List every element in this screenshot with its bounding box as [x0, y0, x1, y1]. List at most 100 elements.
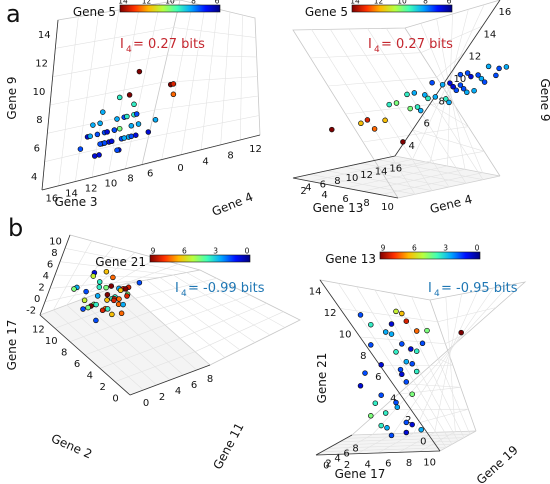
data-point: [378, 362, 384, 368]
data-point: [419, 340, 426, 347]
z-axis-label: Gene 9: [5, 76, 19, 119]
colorbar-label: Gene 5: [73, 5, 116, 19]
x-axis-line: [315, 450, 441, 456]
x-tick-label: 8: [406, 458, 412, 469]
data-point: [408, 346, 414, 352]
colorbar-tick: 10: [165, 0, 175, 6]
y-tick-label: 12: [360, 170, 373, 181]
x-tick-label: 8: [127, 174, 133, 185]
data-point: [378, 422, 384, 429]
data-point: [90, 122, 96, 128]
data-point: [388, 432, 395, 439]
data-point: [116, 125, 123, 132]
x-axis-line: [41, 159, 161, 191]
x-axis-label: Gene 3: [54, 195, 97, 209]
x-tick-label: 6: [147, 169, 153, 180]
colorbar-tick: 12: [142, 0, 152, 6]
data-point: [443, 96, 449, 102]
data-point: [403, 358, 410, 365]
wall-outline: [41, 0, 261, 191]
z-tick-label: 0: [420, 436, 426, 447]
colorbar-tick: 12: [374, 0, 384, 6]
data-point: [117, 287, 124, 294]
data-point: [87, 133, 93, 139]
data-point: [136, 68, 143, 75]
mutual-info-value: = 0.27 bits: [381, 37, 453, 52]
data-point: [97, 120, 103, 127]
data-point: [429, 79, 435, 86]
data-point: [97, 141, 103, 147]
data-point: [90, 273, 97, 279]
z-axis-line: [394, 0, 501, 157]
data-point: [111, 297, 117, 304]
data-point: [382, 329, 389, 335]
data-point: [104, 291, 111, 298]
wall-gridline: [310, 25, 483, 59]
x-axis-label: Gene 2: [49, 431, 94, 461]
z-tick-label: 14: [38, 30, 51, 41]
y-tick-label: 4: [175, 386, 181, 397]
data-point: [93, 301, 99, 308]
data-point: [411, 90, 418, 96]
data-point: [403, 318, 410, 324]
colorbar-label: Gene 13: [325, 252, 376, 266]
y-axis-line: [129, 364, 211, 396]
colorbar-tick: 6: [182, 247, 187, 256]
y-tick-label: 6: [191, 380, 197, 391]
x-tick-label: 0: [323, 461, 329, 472]
mutual-info-subscript: 4: [126, 45, 132, 55]
colorbar-tick: 6: [412, 244, 417, 253]
colorbar-tick: 9: [381, 244, 386, 253]
data-point: [96, 279, 103, 285]
z-tick-label: 12: [469, 52, 482, 63]
wall-gridline: [327, 51, 466, 87]
z-tick-label: 10: [454, 74, 467, 85]
x-tick-label: 8: [61, 348, 67, 359]
data-point: [133, 132, 139, 138]
x-tick-label: 16: [45, 194, 58, 205]
data-point: [409, 361, 415, 367]
data-point: [100, 109, 106, 115]
data-point: [485, 63, 492, 70]
data-point: [135, 121, 142, 127]
colorbar-label: Gene 21: [95, 255, 146, 269]
data-point: [478, 75, 485, 82]
data-point: [409, 391, 415, 397]
data-point: [114, 147, 120, 153]
data-point: [424, 327, 430, 334]
mutual-info-value: = -0.95 bits: [441, 281, 518, 296]
data-point: [368, 321, 374, 328]
z-tick-label: 8: [51, 248, 57, 259]
z-axis-line: [39, 234, 71, 316]
colorbar-tick: 3: [443, 244, 448, 253]
data-point: [481, 79, 488, 85]
colorbar-tick: 8: [423, 0, 428, 6]
wall-gridline: [339, 307, 497, 323]
z-tick-label: 2: [38, 282, 44, 293]
data-point: [378, 392, 384, 398]
data-point: [371, 126, 378, 132]
x-tick-label: 4: [321, 190, 327, 201]
x-tick-label: 10: [104, 179, 117, 190]
data-point: [432, 94, 439, 100]
data-point: [362, 370, 368, 376]
z-tick-label: 14: [309, 287, 322, 298]
wall-gridline: [59, 261, 271, 336]
x-axis-label: Gene 13: [313, 201, 364, 215]
y-tick-label: 12: [249, 144, 262, 155]
data-point: [464, 70, 471, 76]
data-point: [118, 310, 125, 317]
y-tick-label: 8: [227, 150, 233, 161]
data-point: [399, 341, 405, 347]
data-point: [384, 425, 390, 431]
z-tick-label: 16: [499, 7, 512, 18]
colorbar: [119, 4, 221, 13]
wall-gridline: [64, 248, 286, 328]
y-tick-label: 16: [389, 164, 402, 175]
x-tick-label: 4: [364, 459, 370, 470]
wall-gridline: [52, 54, 257, 77]
data-point: [133, 111, 140, 117]
x-tick-label: 12: [32, 325, 45, 336]
data-point: [104, 306, 111, 312]
